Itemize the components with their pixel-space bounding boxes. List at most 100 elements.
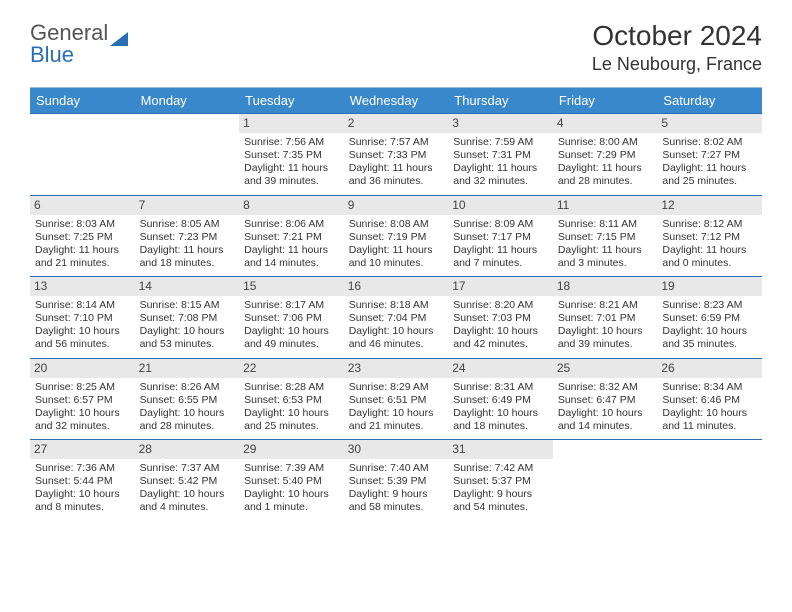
sunset-line: Sunset: 7:33 PM [349,149,444,162]
sunset-line: Sunset: 5:37 PM [453,475,548,488]
day-number: 2 [344,114,449,133]
week-row: 20Sunrise: 8:25 AMSunset: 6:57 PMDayligh… [30,358,762,440]
day-header: Monday [135,88,240,114]
sunrise-line: Sunrise: 8:18 AM [349,299,444,312]
logo-line2: Blue [30,42,74,68]
title-location: Le Neubourg, France [592,54,762,75]
sunrise-line: Sunrise: 8:06 AM [244,218,339,231]
day-cell: 31Sunrise: 7:42 AMSunset: 5:37 PMDayligh… [448,440,553,521]
sunset-line: Sunset: 7:27 PM [662,149,757,162]
day-cell: 28 Sunrise: 7:37 AMSunset: 5:42 PMDayligh… [135,440,240,521]
day-cell: 26Sunrise: 8:34 AMSunset: 6:46 PMDayligh… [657,358,762,440]
sunrise-line: Sunrise: 8:34 AM [662,381,757,394]
day-cell: 16Sunrise: 8:18 AMSunset: 7:04 PMDayligh… [344,277,449,359]
title-month: October 2024 [592,20,762,52]
day-number: 23 [344,359,449,378]
sunset-line: Sunset: 7:08 PM [140,312,235,325]
sunset-line: Sunset: 7:23 PM [140,231,235,244]
daylight-line: Daylight: 11 hours and 21 minutes. [35,244,130,270]
daylight-line: Daylight: 11 hours and 25 minutes. [662,162,757,188]
day-cell: 24Sunrise: 8:31 AMSunset: 6:49 PMDayligh… [448,358,553,440]
day-cell [657,440,762,521]
day-number: 30 [344,440,449,459]
sunrise-line: Sunrise: 7:37 AM [140,462,235,475]
sunset-line: Sunset: 6:55 PM [140,394,235,407]
sunrise-line: Sunrise: 7:36 AM [35,462,130,475]
day-cell: 14Sunrise: 8:15 AMSunset: 7:08 PMDayligh… [135,277,240,359]
day-number: 14 [135,277,240,296]
day-cell: 15Sunrise: 8:17 AMSunset: 7:06 PMDayligh… [239,277,344,359]
sunset-line: Sunset: 7:35 PM [244,149,339,162]
day-cell: 23Sunrise: 8:29 AMSunset: 6:51 PMDayligh… [344,358,449,440]
day-number: 1 [239,114,344,133]
sunset-line: Sunset: 7:10 PM [35,312,130,325]
day-cell: 7Sunrise: 8:05 AMSunset: 7:23 PMDaylight… [135,195,240,277]
daylight-line: Daylight: 11 hours and 36 minutes. [349,162,444,188]
daylight-line: Daylight: 11 hours and 39 minutes. [244,162,339,188]
daylight-line: Daylight: 10 hours and 14 minutes. [558,407,653,433]
daylight-line: Daylight: 11 hours and 18 minutes. [140,244,235,270]
sunrise-line: Sunrise: 8:31 AM [453,381,548,394]
sunrise-line: Sunrise: 8:25 AM [35,381,130,394]
day-cell: 30Sunrise: 7:40 AMSunset: 5:39 PMDayligh… [344,440,449,521]
sunrise-line: Sunrise: 8:26 AM [140,381,235,394]
day-cell: 1Sunrise: 7:56 AMSunset: 7:35 PMDaylight… [239,114,344,196]
calendar-body: 1Sunrise: 7:56 AMSunset: 7:35 PMDaylight… [30,114,762,521]
day-number: 28 [135,440,240,459]
day-header: Friday [553,88,658,114]
day-cell: 6Sunrise: 8:03 AMSunset: 7:25 PMDaylight… [30,195,135,277]
sunrise-line: Sunrise: 8:11 AM [558,218,653,231]
day-header: Thursday [448,88,553,114]
sunset-line: Sunset: 7:03 PM [453,312,548,325]
sunset-line: Sunset: 6:57 PM [35,394,130,407]
sunrise-line: Sunrise: 7:39 AM [244,462,339,475]
logo-triangle-icon [110,26,128,40]
day-cell: 8Sunrise: 8:06 AMSunset: 7:21 PMDaylight… [239,195,344,277]
calendar-thead: SundayMondayTuesdayWednesdayThursdayFrid… [30,88,762,114]
sunrise-line: Sunrise: 8:08 AM [349,218,444,231]
day-header: Saturday [657,88,762,114]
sunset-line: Sunset: 5:42 PM [140,475,235,488]
daylight-line: Daylight: 11 hours and 7 minutes. [453,244,548,270]
sunset-line: Sunset: 7:21 PM [244,231,339,244]
sunset-line: Sunset: 7:04 PM [349,312,444,325]
day-cell: 22Sunrise: 8:28 AMSunset: 6:53 PMDayligh… [239,358,344,440]
daylight-line: Daylight: 11 hours and 32 minutes. [453,162,548,188]
day-cell: 19Sunrise: 8:23 AMSunset: 6:59 PMDayligh… [657,277,762,359]
daylight-line: Daylight: 10 hours and 25 minutes. [244,407,339,433]
day-cell: 9Sunrise: 8:08 AMSunset: 7:19 PMDaylight… [344,195,449,277]
day-number: 9 [344,196,449,215]
daylight-line: Daylight: 11 hours and 28 minutes. [558,162,653,188]
day-header: Sunday [30,88,135,114]
day-number: 29 [239,440,344,459]
daylight-line: Daylight: 10 hours and 1 minute. [244,488,339,514]
day-number: 3 [448,114,553,133]
day-number: 16 [344,277,449,296]
daylight-line: Daylight: 10 hours and 18 minutes. [453,407,548,433]
day-number: 27 [30,440,135,459]
day-header: Wednesday [344,88,449,114]
day-number: 13 [30,277,135,296]
week-row: 13Sunrise: 8:14 AMSunset: 7:10 PMDayligh… [30,277,762,359]
day-cell: 29Sunrise: 7:39 AMSunset: 5:40 PMDayligh… [239,440,344,521]
day-cell: 4Sunrise: 8:00 AMSunset: 7:29 PMDaylight… [553,114,658,196]
day-number: 7 [135,196,240,215]
daylight-line: Daylight: 10 hours and 32 minutes. [35,407,130,433]
day-number: 10 [448,196,553,215]
sunset-line: Sunset: 7:31 PM [453,149,548,162]
daylight-line: Daylight: 10 hours and 4 minutes. [140,488,235,514]
sunset-line: Sunset: 7:15 PM [558,231,653,244]
sunset-line: Sunset: 7:06 PM [244,312,339,325]
sunset-line: Sunset: 7:29 PM [558,149,653,162]
sunrise-line: Sunrise: 8:02 AM [662,136,757,149]
day-cell: 21Sunrise: 8:26 AMSunset: 6:55 PMDayligh… [135,358,240,440]
day-cell: 18Sunrise: 8:21 AMSunset: 7:01 PMDayligh… [553,277,658,359]
sunrise-line: Sunrise: 8:03 AM [35,218,130,231]
sunrise-line: Sunrise: 8:20 AM [453,299,548,312]
header: General Blue October 2024 Le Neubourg, F… [30,20,762,75]
sunrise-line: Sunrise: 8:15 AM [140,299,235,312]
sunrise-line: Sunrise: 7:57 AM [349,136,444,149]
sunrise-line: Sunrise: 8:17 AM [244,299,339,312]
sunrise-line: Sunrise: 7:59 AM [453,136,548,149]
daylight-line: Daylight: 10 hours and 42 minutes. [453,325,548,351]
